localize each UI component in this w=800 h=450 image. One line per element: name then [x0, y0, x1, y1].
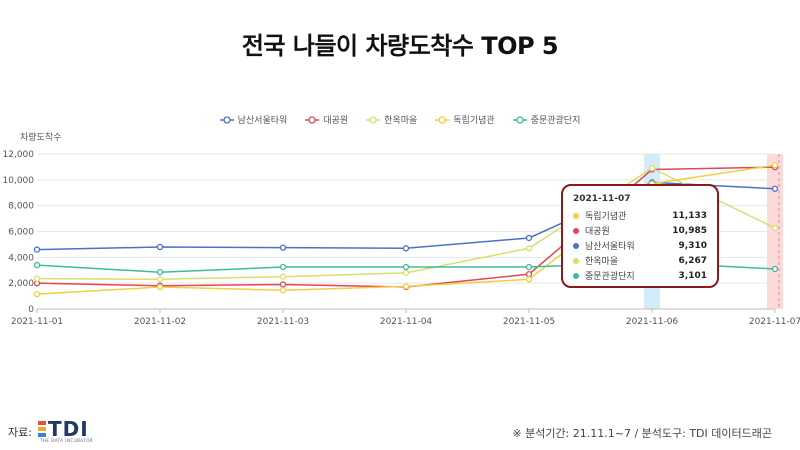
logo-subtext: THE DATA INCUBATOR — [39, 438, 94, 443]
tooltip-rows: 독립기념관 11,133 대공원 10,985 남산서울타워 9,310 한옥마을 6,267… — [573, 208, 707, 283]
tooltip-series-value: 11,133 — [672, 210, 707, 221]
tooltip-row: 대공원 10,985 — [573, 223, 707, 238]
legend-item[interactable]: 한옥마을 — [366, 113, 417, 126]
data-point — [771, 162, 779, 169]
source-label: 자료: — [8, 425, 32, 439]
x-tick-label: 2021-11-04 — [380, 317, 433, 327]
logo-text: TDI — [47, 417, 89, 441]
data-point — [525, 234, 533, 242]
data-point — [279, 287, 287, 294]
data-point — [771, 265, 779, 273]
tooltip-dot-icon — [573, 212, 579, 219]
data-point — [156, 269, 164, 276]
y-tick-label: 2,000 — [8, 279, 34, 289]
tooltip-row: 남산서울타워 9,310 — [573, 238, 707, 253]
tooltip-series-name: 대공원 — [585, 227, 610, 237]
tooltip-row: 중문관광단지 3,101 — [573, 268, 707, 283]
data-point — [525, 270, 533, 278]
y-tick-label: 12,000 — [3, 150, 35, 160]
data-point — [33, 290, 41, 298]
data-point — [33, 261, 41, 269]
legend-label: 남산서울타워 — [237, 116, 288, 126]
legend-item[interactable]: 남산서울타워 — [219, 113, 288, 126]
data-point — [33, 246, 41, 253]
data-point — [156, 283, 164, 291]
y-tick-label: 4,000 — [8, 253, 34, 263]
legend-marker-icon — [219, 115, 234, 124]
y-tick-label: 8,000 — [8, 202, 34, 212]
data-point — [648, 165, 656, 172]
y-tick-label: 10,000 — [3, 176, 35, 186]
tooltip-dot-icon — [573, 272, 579, 279]
tooltip-series-value: 9,310 — [678, 240, 707, 251]
data-point — [279, 273, 287, 280]
y-tick-label: 0 — [28, 305, 34, 315]
analysis-note: ※ 분석기간: 21.11.1~7 / 분석도구: TDI 데이터드래곤 — [512, 427, 772, 440]
data-point — [156, 243, 164, 251]
y-axis-label: 차량도착수 — [20, 131, 61, 143]
x-tick-label: 2021-11-05 — [503, 317, 555, 327]
tooltip-dot-icon — [573, 242, 579, 249]
legend-marker-icon — [435, 115, 450, 124]
legend-label: 한옥마을 — [384, 116, 418, 126]
tooltip-row: 한옥마을 6,267 — [573, 253, 707, 268]
tooltip-series-value: 6,267 — [678, 255, 707, 266]
tooltip-series-name: 독립기념관 — [585, 212, 627, 222]
chart-tooltip: 2021-11-07 독립기념관 11,133 대공원 10,985 남산서울타워 9,3… — [561, 184, 719, 288]
legend-item[interactable]: 중문관광단지 — [512, 113, 581, 126]
data-point — [402, 269, 410, 276]
tooltip-series-name: 중문관광단지 — [585, 272, 635, 282]
logo-bars-icon — [37, 421, 46, 437]
data-point — [402, 245, 410, 252]
x-tick-label: 2021-11-02 — [134, 317, 186, 327]
legend-marker-icon — [305, 115, 320, 124]
tdi-logo: TDI THE DATA INCUBATOR — [37, 417, 94, 443]
tooltip-series-name: 남산서울타워 — [585, 242, 635, 252]
data-point — [525, 263, 533, 271]
tooltip-dot-icon — [573, 257, 579, 264]
legend-item[interactable]: 대공원 — [305, 113, 348, 126]
tooltip-row: 독립기념관 11,133 — [573, 208, 707, 223]
data-point — [279, 244, 287, 251]
data-point — [771, 224, 779, 232]
data-point — [771, 185, 779, 192]
tooltip-series-value: 3,101 — [678, 270, 707, 281]
data-point — [525, 276, 533, 283]
legend-label: 독립기념관 — [453, 116, 495, 126]
legend-item[interactable]: 독립기념관 — [435, 113, 495, 126]
data-point — [279, 281, 287, 288]
chart-title: 전국 나들이 차량도착수 TOP 5 — [241, 32, 559, 60]
legend-marker-icon — [366, 115, 381, 124]
data-point — [525, 245, 533, 252]
x-tick-label: 2021-11-06 — [626, 317, 679, 327]
legend-label: 대공원 — [323, 116, 349, 126]
tooltip-dot-icon — [573, 227, 579, 234]
tooltip-series-value: 10,985 — [672, 225, 707, 236]
legend-marker-icon — [512, 115, 527, 124]
tooltip-date: 2021-11-07 — [573, 194, 631, 204]
x-tick-label: 2021-11-07 — [749, 317, 800, 327]
y-tick-label: 6,000 — [8, 228, 34, 238]
tooltip-series-name: 한옥마을 — [585, 257, 619, 267]
data-point — [402, 263, 410, 271]
data-point — [156, 276, 164, 283]
legend-label: 중문관광단지 — [530, 116, 581, 126]
x-tick-label: 2021-11-01 — [11, 317, 63, 327]
x-tick-label: 2021-11-03 — [257, 317, 309, 327]
source-credit: 자료: TDI THE DATA INCUBATOR — [8, 417, 94, 443]
chart-legend: 남산서울타워 대공원 한옥마을 독립기념관 중문관광단지 — [0, 113, 800, 126]
data-point — [402, 283, 410, 290]
data-point — [279, 263, 287, 271]
data-point — [33, 275, 41, 282]
